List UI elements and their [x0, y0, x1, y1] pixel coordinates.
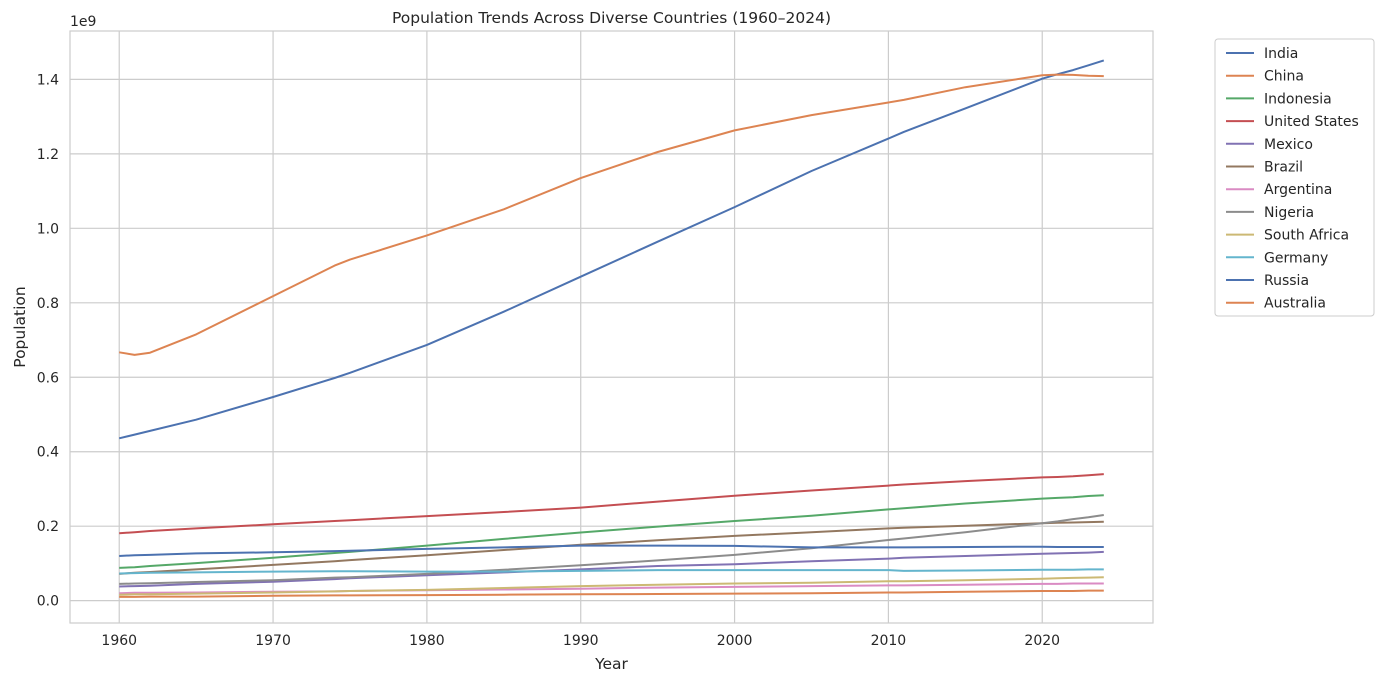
x-tick-label: 1980 [409, 633, 445, 649]
series-line-australia [119, 589, 1104, 598]
legend-label-india: India [1264, 46, 1298, 62]
legend-label-argentina: Argentina [1264, 182, 1332, 198]
legend-label-australia: Australia [1264, 296, 1326, 312]
series-line-russia [119, 544, 1104, 557]
legend-label-china: China [1264, 69, 1304, 85]
legend-label-mexico: Mexico [1264, 137, 1313, 153]
series-line-indonesia [119, 494, 1104, 569]
y-tick-label: 0.0 [37, 594, 59, 610]
legend-label-brazil: Brazil [1264, 160, 1303, 176]
chart-title: Population Trends Across Diverse Countri… [392, 9, 831, 27]
x-tick-label: 2010 [871, 633, 907, 649]
series-line-nigeria [119, 514, 1104, 585]
x-tick-label: 2000 [717, 633, 753, 649]
legend-label-nigeria: Nigeria [1264, 205, 1314, 221]
y-tick-label: 1.2 [37, 147, 59, 163]
legend-label-united-states: United States [1264, 114, 1359, 130]
plot-area [70, 31, 1153, 623]
legend-label-south-africa: South Africa [1264, 228, 1349, 244]
series-line-south-africa [119, 576, 1104, 596]
x-tick-label: 1960 [101, 633, 137, 649]
series-line-china [119, 73, 1104, 356]
x-tick-label: 2020 [1024, 633, 1060, 649]
x-tick-label: 1990 [563, 633, 599, 649]
y-tick-label: 0.6 [37, 370, 59, 386]
series-line-united-states [119, 473, 1104, 535]
x-axis-ticks: 1960 1970 1980 1990 2000 2010 2020 [101, 633, 1060, 649]
legend-frame [1214, 38, 1375, 317]
y-tick-label: 1.4 [37, 72, 59, 88]
series-lines [118, 59, 1105, 598]
series-line-germany [119, 568, 1104, 575]
grid [70, 31, 1153, 623]
legend-label-indonesia: Indonesia [1264, 91, 1332, 107]
y-axis-ticks: 0.0 0.2 0.4 0.6 0.8 1.0 1.2 1.4 [37, 72, 59, 609]
legend-items: India China Indonesia United States Mexico Br… [1226, 46, 1359, 312]
legend: India China Indonesia United States Mexico Br… [1214, 38, 1375, 317]
y-tick-label: 0.2 [37, 519, 59, 535]
y-tick-label: 0.8 [37, 296, 59, 312]
y-tick-label: 1.0 [37, 221, 59, 237]
legend-label-germany: Germany [1264, 250, 1328, 266]
x-tick-label: 1970 [255, 633, 291, 649]
y-axis-label: Population [11, 286, 29, 367]
legend-label-russia: Russia [1264, 273, 1309, 289]
y-tick-label: 0.4 [37, 445, 59, 461]
y-scale-label: 1e9 [70, 14, 96, 30]
x-axis-label: Year [594, 655, 628, 673]
series-line-mexico [119, 550, 1104, 588]
plot-frame [69, 30, 1154, 624]
